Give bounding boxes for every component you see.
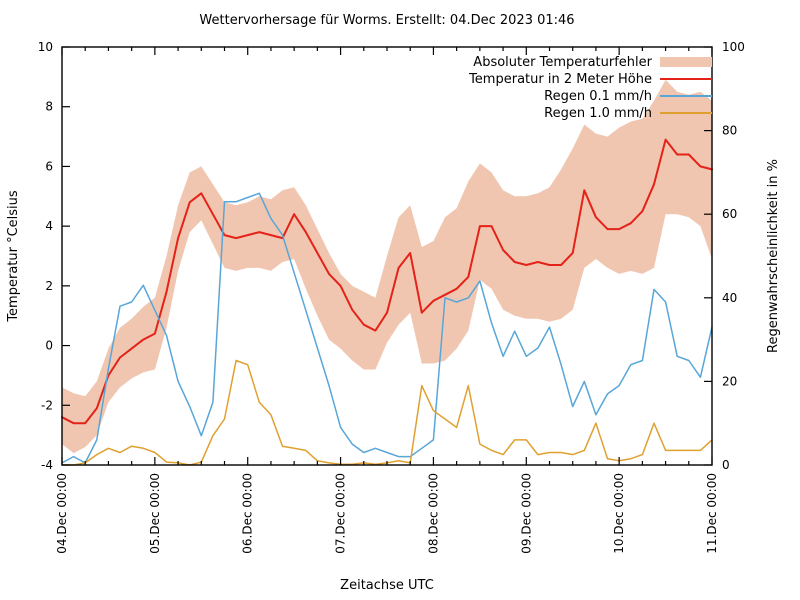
- right-tick-label: 100: [722, 40, 745, 54]
- legend-entry-temperature: Temperatur in 2 Meter Höhe: [468, 72, 712, 87]
- left-axis-title: Temperatur °Celsius: [6, 190, 21, 323]
- x-tick-label: 05.Dec 00:00: [148, 473, 162, 554]
- left-tick-label: 4: [45, 219, 53, 233]
- right-tick-label: 0: [722, 458, 730, 472]
- x-tick-label: 06.Dec 00:00: [241, 473, 255, 554]
- legend-label: Regen 0.1 mm/h: [544, 89, 652, 104]
- rain-01-line: [61, 192, 713, 464]
- right-tick-label: 80: [722, 124, 737, 138]
- legend-entry-rain-10: Regen 1.0 mm/h: [544, 106, 712, 121]
- x-tick-label: 08.Dec 00:00: [426, 473, 440, 554]
- legend-entry-temp-error-band: Absoluter Temperaturfehler: [473, 55, 712, 70]
- temperature-error-band: [62, 79, 712, 454]
- temperature-line: [61, 138, 713, 425]
- left-tick-label: 10: [38, 40, 53, 54]
- legend-label: Regen 1.0 mm/h: [544, 106, 652, 121]
- legend-label: Absoluter Temperaturfehler: [473, 55, 652, 70]
- right-tick-label: 40: [722, 291, 737, 305]
- x-tick-label: 09.Dec 00:00: [519, 473, 533, 554]
- legend-entry-rain-01: Regen 0.1 mm/h: [544, 89, 712, 104]
- x-tick-label: 07.Dec 00:00: [334, 473, 348, 554]
- axis-ticks: [61, 46, 713, 466]
- right-tick-label: 20: [722, 374, 737, 388]
- left-tick-label: -2: [41, 398, 53, 412]
- left-tick-label: -4: [41, 458, 53, 472]
- legend-band-swatch: [660, 57, 712, 67]
- chart-title: Wettervorhersage für Worms. Erstellt: 04…: [199, 13, 575, 28]
- right-axis-title: Regenwahrscheinlichkeit in %: [766, 159, 781, 353]
- x-tick-label: 04.Dec 00:00: [55, 473, 69, 554]
- legend-label: Temperatur in 2 Meter Höhe: [468, 72, 652, 87]
- left-tick-label: 0: [45, 339, 53, 353]
- x-tick-label: 10.Dec 00:00: [612, 473, 626, 554]
- x-axis-title: Zeitachse UTC: [340, 578, 434, 593]
- x-tick-label: 11.Dec 00:00: [705, 473, 719, 554]
- left-tick-label: 8: [45, 100, 53, 114]
- left-tick-label: 6: [45, 159, 53, 173]
- rain-10-line: [61, 359, 713, 466]
- right-tick-label: 60: [722, 207, 737, 221]
- left-tick-label: 2: [45, 279, 53, 293]
